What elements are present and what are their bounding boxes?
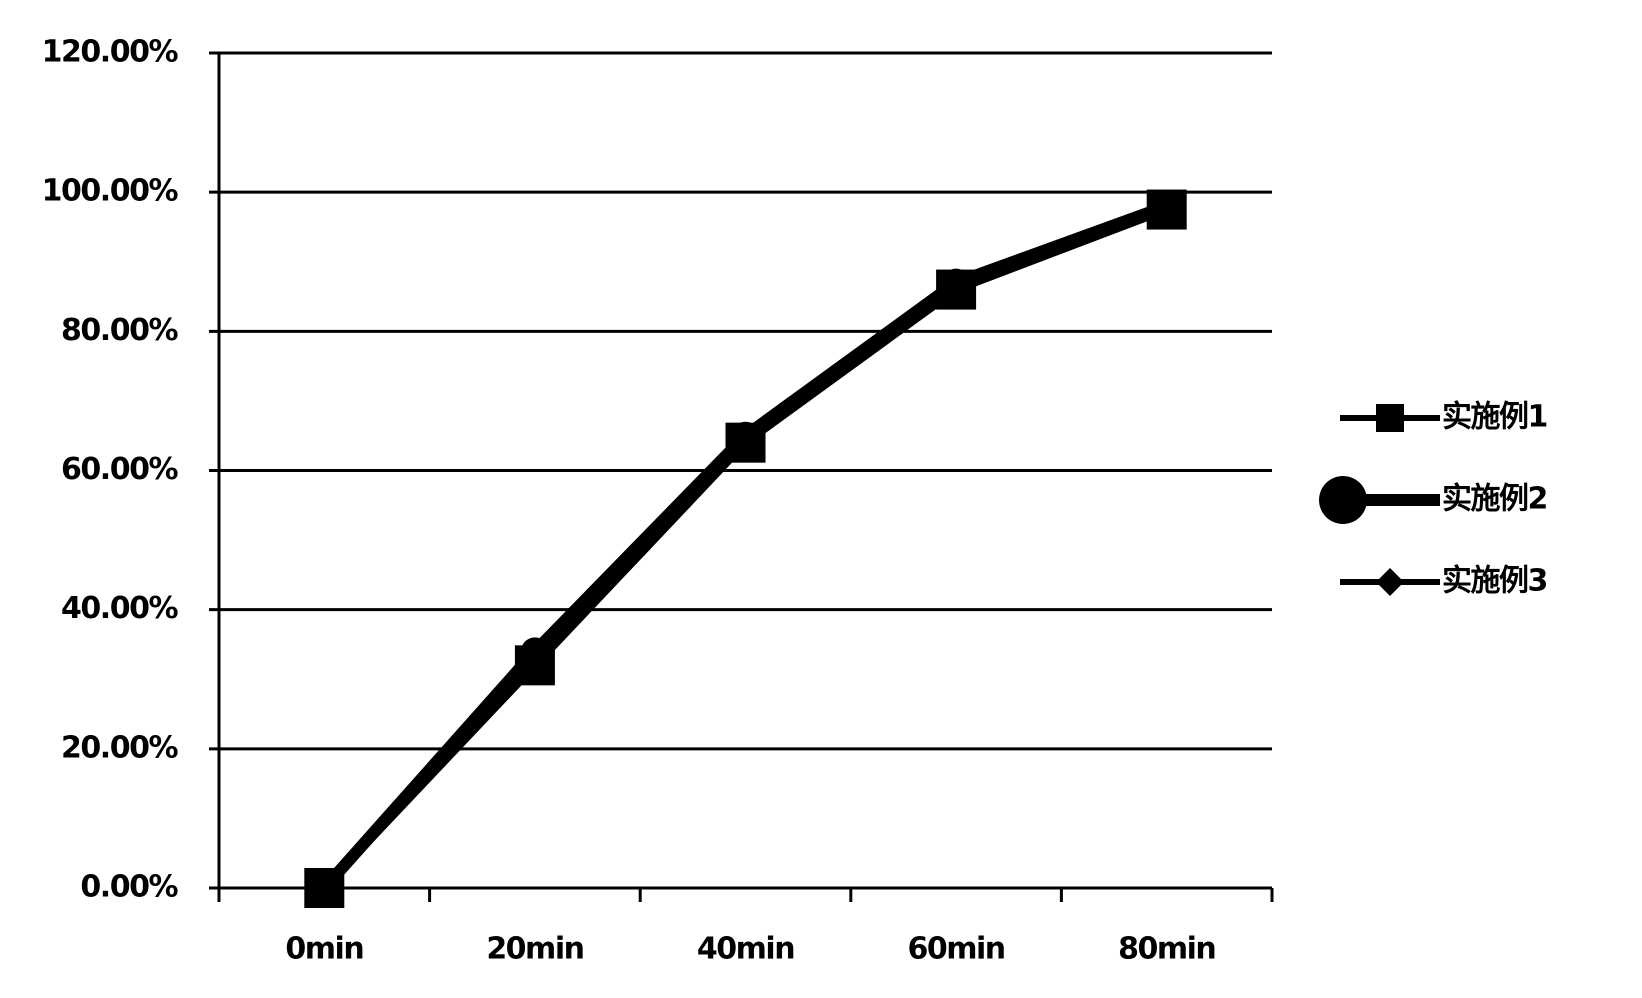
x-tick-label: 0min: [285, 932, 363, 967]
data-point: [731, 421, 760, 450]
legend-label: 实施例3: [1442, 564, 1547, 599]
legend-marker: [1376, 568, 1404, 596]
y-tick-label: 100.00%: [42, 174, 179, 209]
legend-marker: [1319, 476, 1367, 524]
data-point: [520, 644, 549, 673]
x-tick-label: 40min: [697, 932, 794, 967]
data-point: [942, 268, 971, 297]
y-tick-label: 120.00%: [42, 35, 179, 70]
series-line: [319, 200, 1169, 892]
y-tick-label: 80.00%: [61, 313, 178, 348]
y-tick-label: 20.00%: [61, 730, 178, 765]
legend-label: 实施例2: [1442, 482, 1547, 517]
series-line: [321, 202, 1169, 891]
x-tick-label: 20min: [486, 932, 583, 967]
x-tick-label: 80min: [1118, 932, 1215, 967]
y-tick-label: 60.00%: [61, 452, 178, 487]
data-point: [310, 874, 339, 902]
data-point: [1152, 192, 1181, 221]
series-line: [321, 205, 1169, 891]
x-tick-label: 60min: [908, 932, 1005, 967]
y-tick-label: 40.00%: [61, 591, 178, 626]
legend-label: 实施例1: [1442, 400, 1547, 435]
y-tick-label: 0.00%: [80, 870, 178, 905]
legend-marker: [1376, 404, 1404, 432]
